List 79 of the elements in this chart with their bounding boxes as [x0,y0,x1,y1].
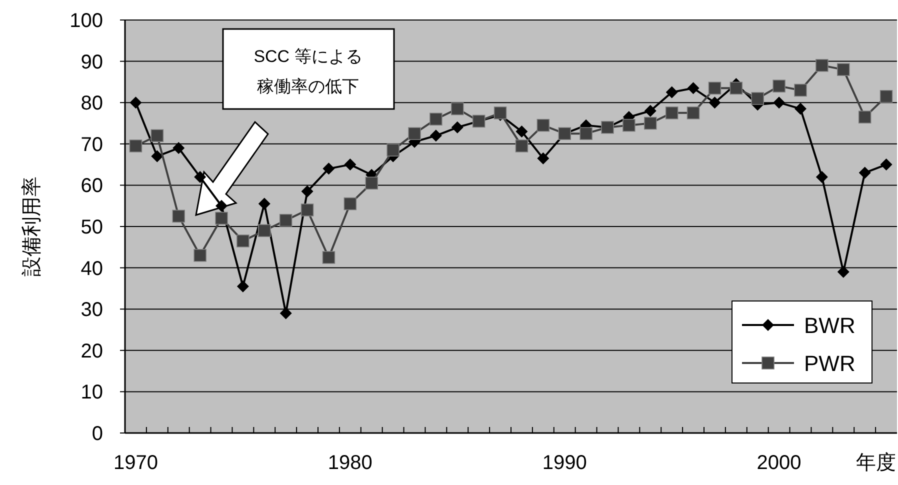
point [665,106,678,120]
point [430,112,442,126]
y-axis-title: 設備利用率 [21,176,43,276]
annotation: 稼働率の低下 [257,77,359,96]
point [216,200,228,212]
point [430,130,442,142]
point [515,140,528,152]
point [151,150,164,162]
legend-label: BWR [804,313,856,338]
y-tick-label: 100 [70,10,103,32]
point [644,104,656,117]
point [708,96,721,109]
point [322,251,336,264]
point [772,80,786,92]
point [494,106,507,120]
y-tick-label: 10 [80,382,103,404]
point [880,90,893,103]
point [194,170,206,183]
y-tick-label: 30 [80,299,103,322]
point [344,197,357,210]
point [194,249,206,262]
point [129,140,142,152]
point [172,210,186,223]
y-tick-label: 0 [92,423,103,445]
point [858,166,871,179]
point [666,86,678,98]
point [279,214,292,227]
point [150,129,164,142]
y-tick-label: 80 [80,92,103,115]
point [644,116,657,130]
point [450,102,464,116]
point [258,198,270,210]
point [258,224,271,238]
point [516,126,528,138]
point [686,106,700,120]
point [215,212,228,225]
point [794,102,806,115]
point [301,185,314,198]
point [130,96,142,109]
point [816,170,828,183]
point [408,127,421,140]
point [836,63,850,76]
x-tick-label: 1980 [328,452,372,474]
point [344,158,356,171]
point [365,176,378,190]
point [730,82,743,95]
legend-label: PWR [804,351,856,376]
point [236,280,249,292]
point [837,266,850,278]
y-tick-label: 50 [80,216,103,238]
point [236,234,250,248]
point [172,142,185,154]
point [322,162,335,175]
annotation: SCC 等による [254,47,362,66]
point [537,152,550,164]
point [858,110,872,124]
point [300,204,314,216]
y-tick-label: 90 [80,51,103,74]
point [794,84,807,97]
y-tick-label: 70 [80,134,103,156]
point [536,118,550,132]
point [280,307,292,320]
y-tick-label: 20 [80,340,103,362]
point [880,158,892,171]
point [687,82,700,94]
point [708,82,722,95]
x-axis-title: 年度 [856,452,896,474]
x-tick-label: 2000 [756,452,802,474]
x-tick-label: 1990 [542,452,587,474]
point [451,121,464,134]
point [622,118,636,132]
point [816,59,828,72]
y-tick-label: 60 [80,175,103,198]
point [751,92,764,105]
point [773,96,786,109]
x-tick-label: 1970 [113,452,158,474]
y-tick-label: 40 [80,258,103,280]
point [580,127,592,140]
point [386,144,400,156]
